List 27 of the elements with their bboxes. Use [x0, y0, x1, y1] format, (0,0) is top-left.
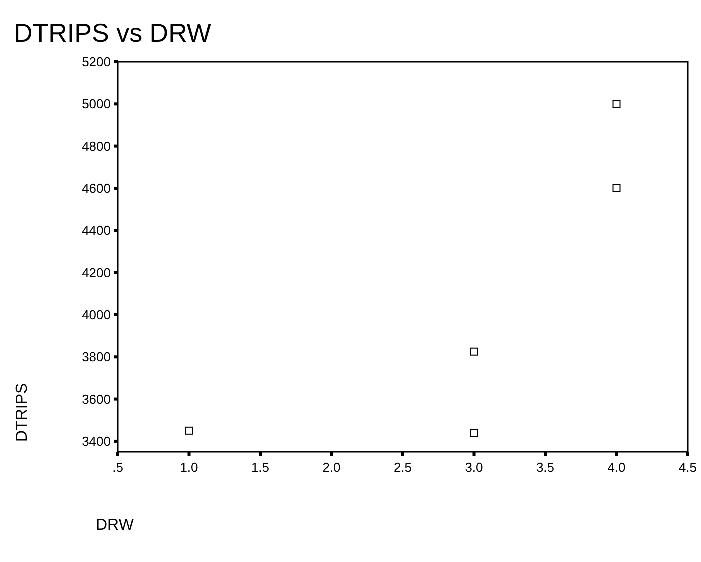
y-tick-label: 4000: [82, 308, 111, 323]
x-tick-label: 4.0: [608, 460, 626, 475]
y-tick-label: 3400: [82, 434, 111, 450]
x-tick-label: 1.5: [251, 460, 270, 475]
y-tick-label: 4400: [82, 223, 111, 238]
x-tick-label: 1.0: [180, 460, 198, 475]
y-tick-label: 3800: [82, 350, 111, 365]
x-tick-label: 3.0: [465, 460, 484, 475]
x-tick-label: 2.5: [394, 460, 412, 475]
x-tick-label: 3.5: [536, 460, 555, 475]
point: [470, 429, 478, 438]
y-tick-label: 4800: [82, 138, 111, 154]
x-axis-title: DRW: [96, 517, 135, 534]
point: [612, 100, 621, 108]
point: [612, 184, 621, 192]
point: [185, 426, 194, 435]
y-tick-label: 4600: [82, 181, 111, 196]
x-tick-label: 4.5: [678, 460, 698, 475]
y-tick-label: 5200: [82, 54, 111, 70]
x-tick-label: 2.0: [322, 460, 341, 475]
chart-title: DTRIPS vs DRW: [14, 18, 212, 48]
y-tick-label: 4200: [82, 265, 111, 280]
y-tick-label: 5000: [82, 96, 111, 112]
y-axis-title: DTRIPS: [14, 383, 31, 442]
x-tick-label: .5: [112, 460, 124, 475]
point: [470, 348, 478, 356]
y-tick-label: 3600: [82, 392, 111, 407]
